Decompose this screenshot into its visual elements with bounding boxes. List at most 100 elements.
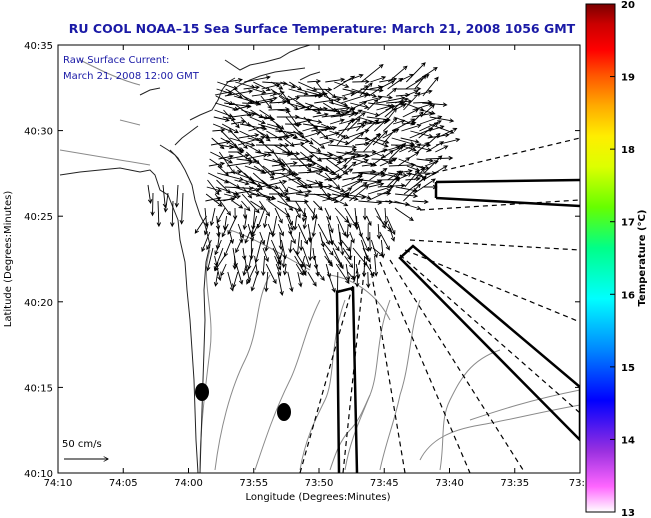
current-vector [386, 87, 397, 97]
current-vector [233, 187, 261, 195]
current-vector [399, 144, 415, 153]
current-vector [300, 255, 306, 269]
current-vector [210, 151, 233, 164]
current-vector [244, 255, 249, 273]
current-vector [242, 101, 261, 106]
current-vector [299, 154, 315, 160]
current-vector [277, 200, 302, 212]
current-vector [331, 239, 340, 252]
current-vector [401, 123, 422, 132]
current-vector [278, 96, 301, 104]
current-vector [277, 247, 284, 265]
current-vector [321, 239, 334, 256]
current-vector [212, 123, 233, 133]
current-vector [288, 239, 293, 254]
colorbar-tick-label: 16 [621, 290, 635, 301]
current-vector [232, 200, 244, 209]
current-vector [366, 215, 372, 227]
current-vector [347, 271, 356, 281]
current-vector [333, 75, 356, 90]
current-vector [270, 172, 296, 181]
current-vector [214, 193, 232, 216]
current-vector [361, 255, 367, 278]
current-vector [237, 135, 266, 146]
current-vector [302, 215, 308, 230]
current-vector [254, 158, 275, 180]
current-vector [359, 179, 383, 188]
current-vector [376, 104, 393, 111]
current-vector [359, 82, 373, 97]
current-vector [227, 153, 250, 160]
current-vector [387, 170, 402, 181]
current-vector [252, 179, 280, 190]
current-vector [372, 151, 387, 159]
current-vector [231, 119, 247, 125]
current-vector [350, 178, 364, 188]
current-vector [394, 200, 422, 211]
current-vector [351, 173, 364, 181]
current-vector [334, 255, 343, 267]
current-vector [367, 189, 392, 202]
current-vector [337, 118, 355, 139]
current-vector [314, 97, 342, 104]
current-vector [381, 128, 397, 146]
current-vector [342, 161, 357, 174]
current-vector [241, 200, 251, 212]
x-tick-label: 73:3 [569, 478, 591, 489]
current-vector [354, 271, 360, 288]
current-vector [217, 172, 244, 182]
current-vector [379, 231, 390, 251]
current-vector [314, 92, 328, 97]
current-vector [307, 231, 313, 243]
current-vector [423, 165, 448, 181]
current-vector [416, 158, 434, 163]
current-vector [235, 239, 242, 254]
current-vector [347, 117, 361, 132]
current-vector [213, 271, 219, 287]
current-vector [206, 239, 212, 251]
current-vector [335, 271, 340, 295]
current-vector [417, 141, 430, 153]
current-vector [215, 102, 239, 111]
current-vector [420, 104, 436, 118]
current-vector [426, 141, 445, 153]
current-vector [342, 247, 352, 261]
current-vector [367, 184, 395, 195]
current-vector [221, 223, 229, 238]
current-vector [344, 255, 354, 269]
current-vector [377, 96, 406, 104]
current-vector [345, 223, 350, 239]
current-vector [250, 200, 265, 210]
current-vector [352, 159, 370, 167]
current-vector [392, 119, 406, 125]
current-vector [376, 223, 382, 240]
current-vector [179, 192, 184, 225]
current-vector [226, 160, 254, 167]
current-vector [349, 185, 370, 202]
current-vector [286, 215, 294, 231]
x-tick-label: 73:35 [500, 478, 529, 489]
current-vector [302, 125, 319, 132]
x-tick-label: 74:05 [109, 478, 138, 489]
current-vector [251, 223, 259, 238]
colorbar-tick-label: 13 [621, 508, 635, 518]
x-tick-label: 73:50 [305, 478, 334, 489]
current-vector [402, 108, 420, 118]
current-vector [436, 127, 458, 139]
y-tick-label: 40:25 [24, 212, 53, 223]
current-vector [373, 255, 379, 277]
current-vector [332, 186, 346, 193]
current-vector [395, 97, 409, 104]
colorbar [585, 3, 616, 513]
y-tick-label: 40:35 [24, 41, 53, 52]
shipping-channel-outlines [335, 178, 580, 473]
current-vector [250, 271, 259, 292]
x-axis-label: Longitude (Degrees:Minutes) [245, 492, 390, 503]
current-vector [367, 98, 379, 111]
current-vector [220, 263, 227, 277]
current-vector [327, 144, 357, 150]
current-vector [277, 271, 284, 296]
current-vector [305, 192, 332, 198]
current-vector [222, 116, 236, 122]
